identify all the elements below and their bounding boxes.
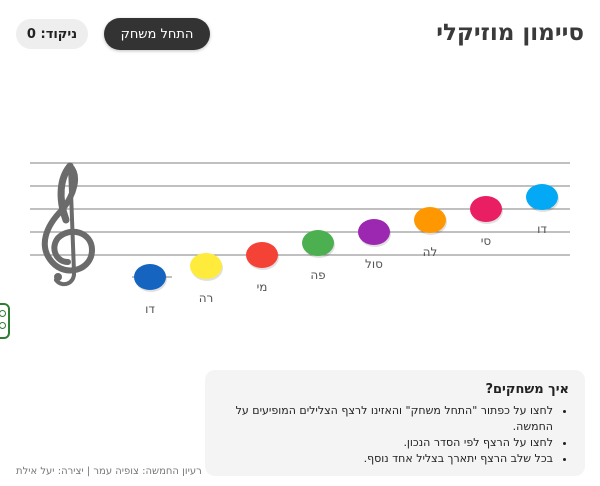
instruction-item: בכל שלב הרצף יתארך בצליל אחד נוסף. [219,451,553,467]
treble-clef-icon [41,162,96,287]
note-button[interactable]: לה [414,207,447,259]
note-head[interactable] [470,196,502,222]
note-head[interactable] [134,264,166,290]
note-label: דו [537,222,547,236]
note-button[interactable]: פה [302,230,335,282]
page-title: סיימון מוזיקלי [436,20,584,46]
music-staff: דו רה מי פה סול לה סי דו [30,162,570,316]
instruction-item: לחצו על כפתור "התחל משחק" והאזינו לרצף ה… [219,403,553,435]
instructions-title: איך משחקים? [485,382,569,397]
score-display: ניקוד: 0 [16,19,88,49]
note-head[interactable] [526,184,558,210]
note-head[interactable] [358,219,390,245]
note-button[interactable]: רה [190,253,223,305]
note-label: פה [310,268,325,282]
credit-text: רעיון החמשה: צופיה עמר | יצירה: יעל אילת [16,466,202,477]
note-button[interactable]: מי [246,242,279,294]
note-label: רה [199,291,214,305]
instructions-panel: איך משחקים? לחצו על כפתור "התחל משחק" וה… [205,370,585,476]
side-widget-dot [0,310,6,317]
note-head[interactable] [302,230,334,256]
note-label: מי [257,280,268,294]
instructions-list: לחצו על כפתור "התחל משחק" והאזינו לרצף ה… [219,403,569,467]
side-widget-icon[interactable] [0,303,10,339]
note-label: סי [481,234,492,248]
note-head[interactable] [414,207,446,233]
note-head[interactable] [190,253,222,279]
note-label: דו [145,302,155,316]
note-button[interactable]: סי [470,196,503,248]
note-label: לה [423,245,438,259]
note-button[interactable]: סול [358,219,391,271]
note-label: סול [365,257,383,271]
note-button[interactable]: דו [134,264,167,316]
start-game-button[interactable]: התחל משחק [104,18,210,50]
note-button[interactable]: דו [526,184,559,236]
side-widget-dot [0,322,6,329]
instruction-item: לחצו על הרצף לפי הסדר הנכון. [219,435,553,451]
note-head[interactable] [246,242,278,268]
